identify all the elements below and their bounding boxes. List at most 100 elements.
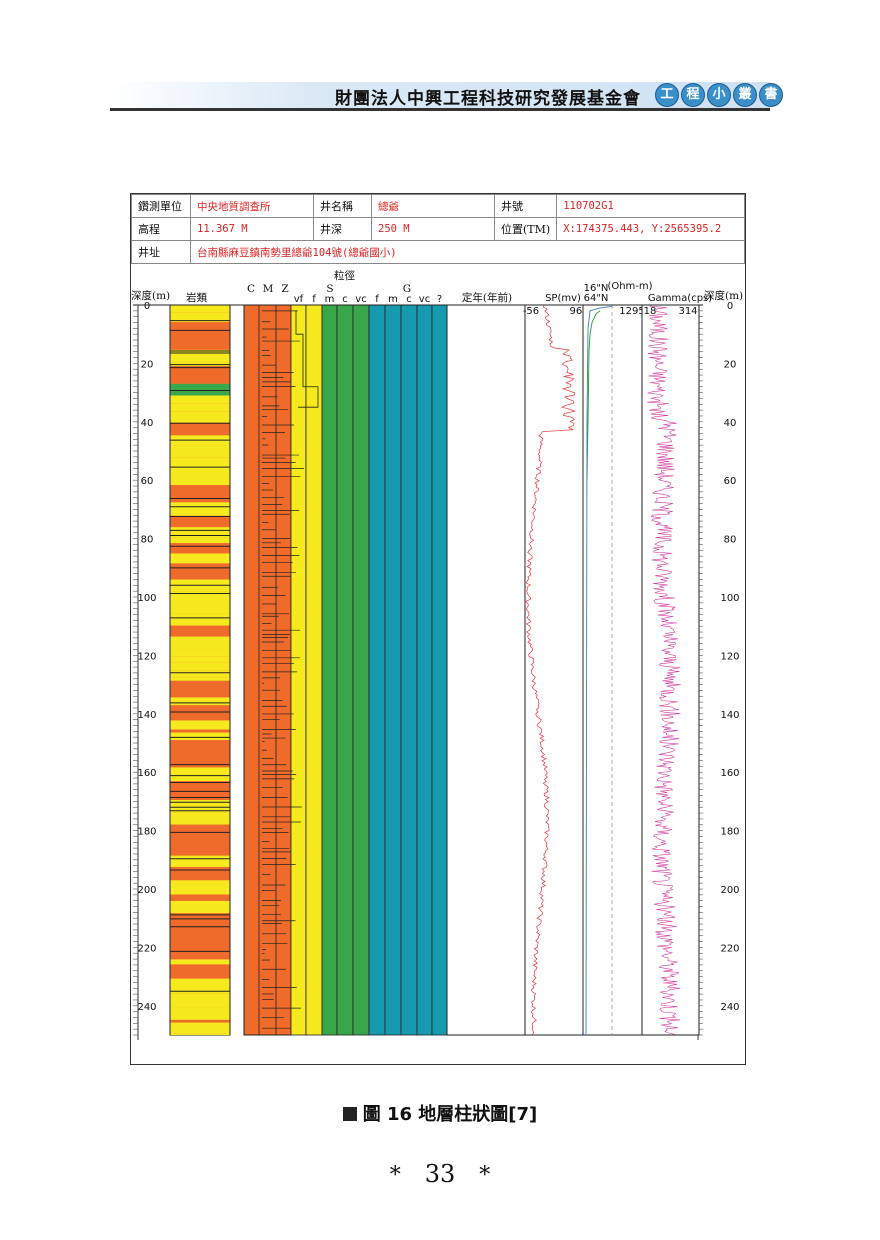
depth-tick-right: 200 [720, 885, 739, 896]
depth-value: 250 M [371, 217, 495, 241]
depth-tick-left: 240 [137, 1002, 156, 1013]
sp-curve [525, 304, 576, 1035]
gravel-col-label: f [375, 294, 379, 305]
badge-char-4: 書 [759, 83, 783, 107]
depth-tick-left: 20 [141, 359, 154, 370]
depth-tick-left: 180 [137, 827, 156, 838]
res-max: 1295 [619, 306, 644, 317]
sand-band [170, 662, 230, 667]
sp-min: -56 [523, 306, 539, 317]
sand-band [170, 677, 230, 681]
sand-band [170, 767, 230, 775]
sand-band [170, 1022, 230, 1034]
sand-col-m [321, 304, 338, 1036]
series-badge: 工程小叢書 [655, 83, 783, 107]
depth-tick-left: 120 [137, 651, 156, 662]
depth-tick-right: 240 [720, 1002, 739, 1013]
depth-tick-right: 160 [720, 768, 739, 779]
sand-band [170, 732, 230, 741]
sand-col-label: m [325, 294, 335, 305]
sand-band [170, 656, 230, 663]
res-unit: (Ohm-m) [607, 281, 652, 292]
info-row-3: 井址 台南縣麻豆鎮南勢里總爺104號(總爺國小) [131, 240, 745, 264]
depth-tick-left: 60 [141, 476, 154, 487]
sand-band [170, 1033, 230, 1035]
depth-label-left: 深度(m) [131, 289, 170, 302]
depth-tick-right: 60 [724, 476, 737, 487]
sand-band [170, 537, 230, 544]
sand-band [170, 720, 230, 730]
age-column [446, 304, 526, 1036]
sand-band [170, 666, 230, 671]
depth-tick-left: 0 [144, 301, 150, 312]
depth-tick-left: 220 [137, 943, 156, 954]
depth-tick-right: 100 [720, 593, 739, 604]
green-band [170, 383, 230, 396]
res-label-64n: 64"N [584, 293, 609, 304]
depth-tick-left: 140 [137, 710, 156, 721]
sand-band [170, 591, 230, 605]
gravel-col-label: m [388, 294, 398, 305]
depth-tick-right: 40 [724, 418, 737, 429]
unit-value: 中央地質調查所 [190, 194, 314, 218]
grain-col-Z: Z [281, 283, 288, 295]
gravel-label: G [403, 283, 411, 295]
sand-col-label: c [342, 294, 348, 305]
sand-band [170, 855, 230, 861]
depth-tick-right: 80 [724, 535, 737, 546]
foundation-title: 財團法人中興工程科技研究發展基金會 [335, 89, 641, 109]
sand-col-label: vf [294, 294, 304, 305]
sand-col-vc [352, 304, 370, 1036]
res-label-16n: 16"N [584, 283, 609, 294]
page-star-right: * [479, 1163, 491, 1188]
sand-band [170, 445, 230, 458]
sand-band [170, 800, 230, 813]
depth-tick-right: 20 [724, 359, 737, 370]
caption-text: 圖 16 地層柱狀圖[7] [362, 1104, 538, 1125]
gamma-min: 18 [644, 306, 657, 317]
sand-band [170, 312, 230, 323]
depth-tick-right: 140 [720, 710, 739, 721]
gravel-col-2 [400, 304, 418, 1036]
sand-band [170, 527, 230, 538]
gravel-col-label: vc [419, 294, 430, 305]
address-value: 台南縣麻豆鎮南勢里總爺104號(總爺國小) [190, 240, 745, 264]
depth-tick-left: 160 [137, 768, 156, 779]
sand-band [170, 880, 230, 895]
gravel-col-1 [384, 304, 402, 1036]
gamma-curve [647, 304, 681, 1035]
sand-band [170, 670, 230, 678]
sand-band [170, 411, 230, 423]
sand-col-vf [290, 304, 307, 1036]
sp-track [524, 304, 584, 1036]
sand-band [170, 978, 230, 994]
badge-char-2: 小 [707, 83, 731, 107]
gravel-col-0 [368, 304, 386, 1036]
sp-label: SP(mv) [545, 293, 581, 304]
well-no-value: 110702G1 [556, 194, 745, 218]
sand-band [170, 636, 230, 650]
depth-tick-left: 200 [137, 885, 156, 896]
sand-band [170, 553, 230, 564]
caption-square-icon [342, 1107, 357, 1121]
sand-col-c [336, 304, 354, 1036]
grain-label: 粒徑 [334, 269, 355, 282]
sand-band [170, 993, 230, 1008]
depth-tick-right: 0 [727, 301, 733, 312]
header-rule [110, 108, 770, 111]
depth-tick-right: 220 [720, 943, 739, 954]
sand-band [170, 305, 230, 313]
clay-silt-block [243, 304, 292, 1036]
badge-char-1: 程 [681, 83, 705, 107]
sand-band [170, 1007, 230, 1020]
figure-frame [130, 193, 746, 1065]
res-curve-64n [585, 306, 613, 1036]
well-name-label: 井名稱 [313, 194, 372, 218]
page-star-left: * [389, 1163, 401, 1188]
depth-label: 井深 [313, 217, 372, 241]
sand-band [170, 403, 230, 412]
gravel-col-label: ? [437, 294, 442, 305]
figure-caption: 圖 16 地層柱狀圖[7] [0, 1100, 880, 1126]
sand-col-label: f [312, 294, 316, 305]
lithology-label: 岩類 [186, 291, 207, 304]
